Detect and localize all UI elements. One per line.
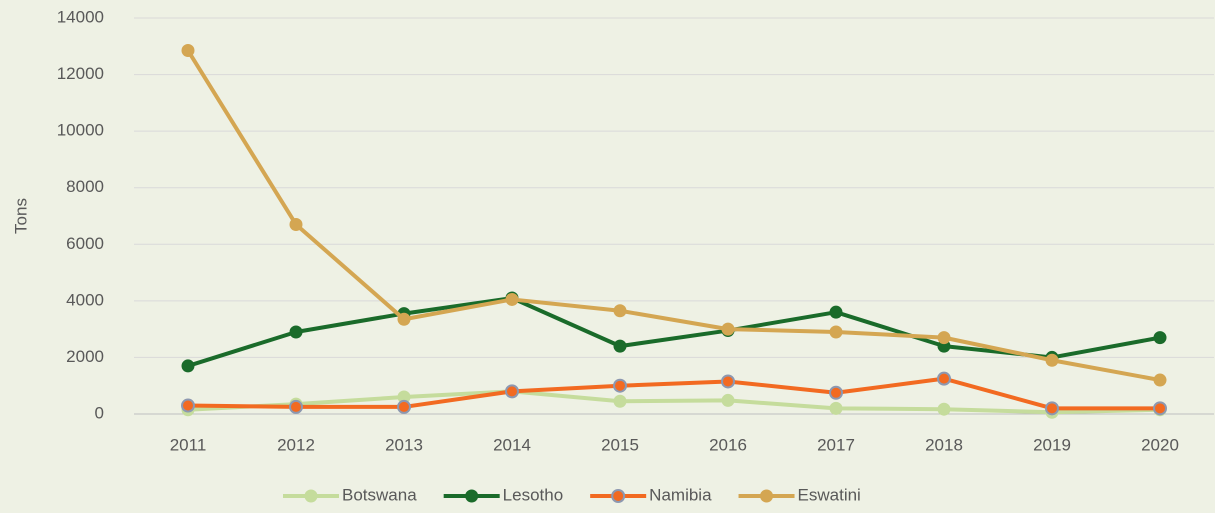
x-tick-label: 2017 bbox=[817, 435, 855, 454]
data-point bbox=[721, 393, 735, 407]
y-tick-label: 14000 bbox=[57, 7, 104, 26]
series-line bbox=[187, 376, 1160, 411]
x-tick-label: 2014 bbox=[493, 435, 531, 454]
data-point bbox=[613, 394, 627, 408]
data-point bbox=[181, 44, 195, 58]
legend-label: Namibia bbox=[649, 485, 712, 504]
series-line bbox=[186, 49, 1161, 383]
series-line bbox=[187, 296, 1161, 368]
data-point bbox=[829, 305, 843, 319]
data-point bbox=[721, 322, 735, 336]
legend-label: Eswatini bbox=[798, 485, 861, 504]
data-point bbox=[613, 339, 627, 353]
data-point bbox=[181, 359, 195, 373]
data-point bbox=[505, 292, 519, 306]
series-line bbox=[187, 389, 1161, 415]
data-point bbox=[937, 402, 951, 416]
x-tick-label: 2013 bbox=[385, 435, 423, 454]
legend-marker bbox=[611, 489, 626, 503]
data-point bbox=[1045, 353, 1059, 367]
y-tick-label: 12000 bbox=[57, 64, 104, 83]
x-tick-label: 2020 bbox=[1141, 435, 1179, 454]
data-point bbox=[289, 217, 303, 231]
data-point bbox=[397, 399, 411, 414]
data-point bbox=[721, 374, 735, 389]
y-axis-label: Tons bbox=[11, 198, 30, 234]
x-tick-label: 2018 bbox=[925, 435, 963, 454]
data-point bbox=[397, 312, 411, 326]
y-tick-label: 4000 bbox=[66, 290, 104, 309]
legend-marker bbox=[304, 489, 318, 503]
y-tick-label: 10000 bbox=[57, 121, 104, 140]
y-tick-label: 8000 bbox=[66, 177, 104, 196]
data-point bbox=[1045, 401, 1059, 416]
legend-label: Botswana bbox=[342, 485, 417, 504]
data-point bbox=[937, 371, 951, 386]
data-point bbox=[1153, 331, 1167, 345]
x-tick-label: 2019 bbox=[1033, 435, 1071, 454]
x-tick-label: 2011 bbox=[170, 435, 207, 454]
data-point bbox=[829, 325, 843, 339]
x-tick-label: 2015 bbox=[601, 435, 639, 454]
data-point bbox=[1153, 373, 1167, 387]
data-point bbox=[289, 399, 303, 414]
legend-label: Lesotho bbox=[503, 485, 564, 504]
data-point bbox=[829, 385, 843, 400]
y-tick-label: 6000 bbox=[66, 234, 104, 253]
legend-marker bbox=[465, 489, 479, 503]
data-point bbox=[829, 401, 843, 415]
y-tick-label: 0 bbox=[95, 403, 104, 422]
x-tick-label: 2016 bbox=[709, 435, 747, 454]
data-point bbox=[505, 384, 519, 399]
legend-marker bbox=[760, 489, 774, 503]
data-point bbox=[181, 398, 195, 413]
data-point bbox=[289, 325, 303, 339]
data-point bbox=[613, 378, 627, 393]
y-tick-label: 2000 bbox=[66, 347, 104, 366]
x-tick-label: 2012 bbox=[277, 435, 315, 454]
data-point bbox=[613, 304, 627, 318]
data-point bbox=[937, 331, 951, 345]
data-point bbox=[1153, 401, 1167, 416]
